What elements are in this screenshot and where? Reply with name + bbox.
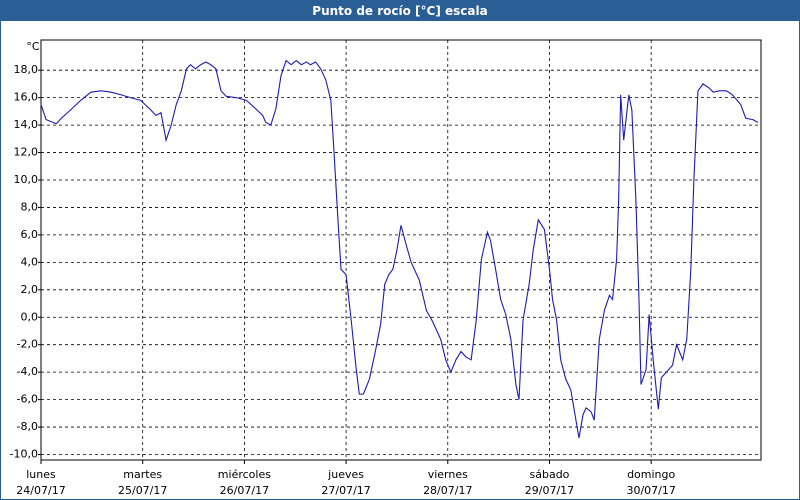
y-tick-label: 2,0 xyxy=(21,283,39,296)
x-tick-date: 29/07/17 xyxy=(525,484,574,497)
x-tick-label: viernes xyxy=(428,468,468,481)
y-tick-label: -2,0 xyxy=(17,338,38,351)
y-tick-label: -10,0 xyxy=(10,448,38,461)
y-axis-label: °C xyxy=(26,40,40,53)
y-tick-label: 18,0 xyxy=(14,63,39,76)
y-tick-label: 0,0 xyxy=(21,310,39,323)
x-tick-date: 27/07/17 xyxy=(321,484,370,497)
y-tick-label: 12,0 xyxy=(14,146,39,159)
x-tick-date: 28/07/17 xyxy=(423,484,472,497)
y-tick-label: -6,0 xyxy=(17,393,38,406)
x-tick-date: 30/07/17 xyxy=(626,484,675,497)
x-tick-label: jueves xyxy=(327,468,364,481)
y-tick-label: 10,0 xyxy=(14,173,39,186)
x-tick-label: domingo xyxy=(627,468,675,481)
y-tick-label: 8,0 xyxy=(21,200,39,213)
data-line xyxy=(40,59,759,439)
x-tick-date: 26/07/17 xyxy=(220,484,269,497)
y-tick-label: 16,0 xyxy=(14,91,39,104)
y-tick-label: -4,0 xyxy=(17,365,38,378)
x-tick-date: 24/07/17 xyxy=(16,484,65,497)
x-tick-label: martes xyxy=(123,468,162,481)
x-tick-label: lunes xyxy=(26,468,56,481)
plot-area xyxy=(40,39,762,461)
y-tick-label: 6,0 xyxy=(21,228,39,241)
y-tick-label: 14,0 xyxy=(14,118,39,131)
x-tick-label: sábado xyxy=(530,468,570,481)
x-tick-label: miércoles xyxy=(218,468,271,481)
title-bar: Punto de rocío [°C] escala xyxy=(1,1,799,21)
y-tick-label: -8,0 xyxy=(17,420,38,433)
x-tick-date: 25/07/17 xyxy=(118,484,167,497)
y-tick-label: 4,0 xyxy=(21,255,39,268)
